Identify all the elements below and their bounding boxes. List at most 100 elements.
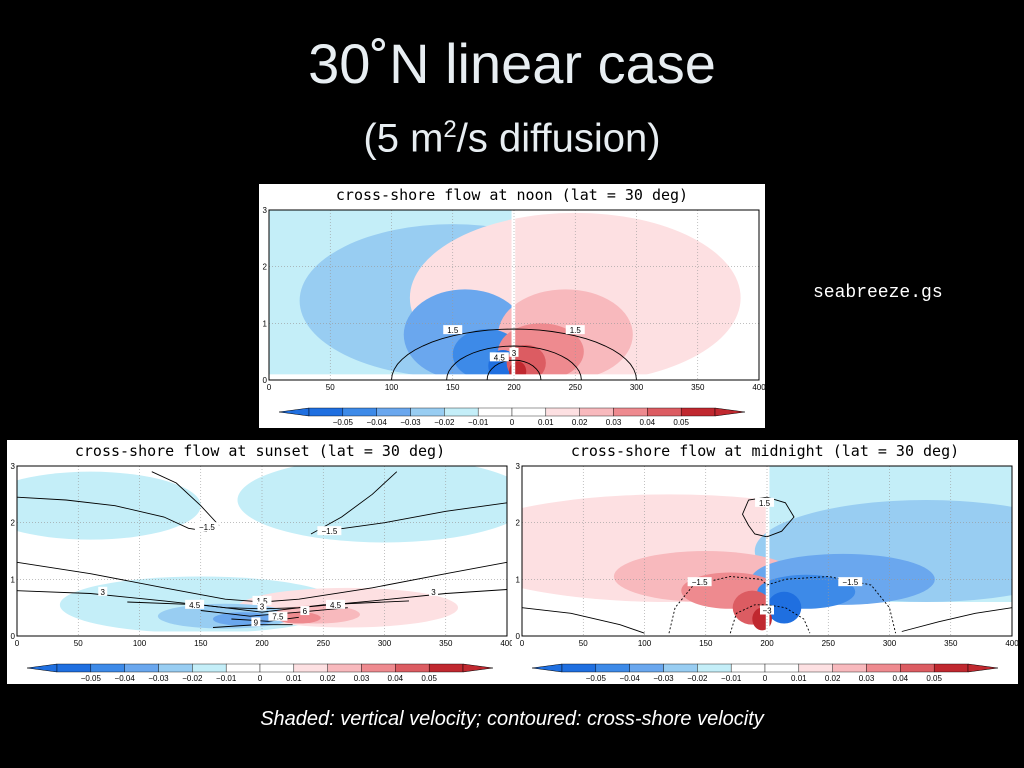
- x-tick-label: 100: [638, 639, 652, 648]
- contour-line: [323, 502, 507, 532]
- slide-subtitle: (5 m2/s diffusion): [0, 106, 1024, 162]
- colorbar-swatch: [410, 407, 445, 417]
- colorbar-label: −0.01: [721, 674, 742, 683]
- y-tick-label: 1: [11, 575, 16, 584]
- colorbar-arrow-right: [462, 663, 494, 673]
- contour-label: 3: [260, 603, 265, 612]
- shade-neg5: [767, 591, 802, 624]
- contour-label-bg: [194, 522, 219, 532]
- x-tick-label: 400: [500, 639, 513, 648]
- shade-neg1: [17, 471, 201, 540]
- colorbar-swatch: [545, 407, 580, 417]
- contour-label: −3: [762, 607, 772, 616]
- colorbar-swatch: [613, 407, 648, 417]
- colorbar-label: −0.01: [216, 674, 237, 683]
- colorbar-label: −0.05: [586, 674, 607, 683]
- contour-line: [151, 471, 220, 526]
- contour-label-bg: [565, 325, 585, 335]
- colorbar-swatch: [293, 663, 328, 673]
- plot-frame: [268, 209, 760, 381]
- x-tick-label: 200: [760, 639, 774, 648]
- colorbar-swatch: [798, 663, 833, 673]
- x-tick-label: 250: [822, 639, 836, 648]
- colorbar-swatch: [158, 663, 193, 673]
- contour-line: [391, 328, 637, 380]
- y-tick-label: 3: [516, 462, 521, 471]
- x-tick-label: 350: [691, 383, 705, 392]
- colorbar-swatch: [663, 663, 698, 673]
- colorbar-swatch: [730, 663, 766, 673]
- contour-label-bg: [755, 497, 775, 507]
- colorbar-label: 0.05: [926, 674, 942, 683]
- chart-title: cross-shore flow at noon (lat = 30 deg): [336, 186, 688, 204]
- y-tick-label: 3: [11, 462, 16, 471]
- colorbar-swatch: [395, 663, 430, 673]
- contour-line: [486, 359, 542, 380]
- plot-area: [522, 466, 1012, 636]
- colorbar-label: 0.05: [421, 674, 437, 683]
- colorbar-swatch: [444, 407, 479, 417]
- contour-label-bg: [443, 325, 463, 335]
- shade-neg3: [213, 612, 275, 626]
- contour-line: [522, 607, 645, 634]
- shade-zero: [765, 466, 770, 636]
- contour-label: −1.5: [199, 523, 215, 532]
- contour-label-bg: [252, 595, 272, 605]
- x-tick-label: 400: [752, 383, 765, 392]
- contour-line: [446, 345, 582, 380]
- subtitle-superscript: 2: [443, 116, 457, 143]
- colorbar-swatch: [477, 407, 513, 417]
- colorbar-label: 0.03: [606, 418, 622, 427]
- colorbar-swatch: [124, 663, 159, 673]
- subtitle-suffix: /s diffusion): [456, 116, 661, 161]
- colorbar-label: −0.05: [81, 674, 102, 683]
- colorbar-label: 0.04: [388, 674, 404, 683]
- y-tick-label: 0: [263, 376, 268, 385]
- colorbar-swatch: [90, 663, 125, 673]
- colorbar-swatch: [342, 407, 377, 417]
- chart-title: cross-shore flow at midnight (lat = 30 d…: [571, 442, 959, 460]
- shade-pos3: [276, 612, 321, 624]
- chart-title: cross-shore flow at sunset (lat = 30 deg…: [75, 442, 445, 460]
- colorbar-swatch: [832, 663, 867, 673]
- plot-area: [269, 210, 759, 380]
- contour-label-bg: [257, 601, 267, 611]
- contour-line: [310, 471, 398, 535]
- shade-zero: [17, 631, 507, 636]
- colorbar-label: −0.03: [148, 674, 169, 683]
- colorbar-arrow-left: [531, 663, 563, 673]
- colorbar-label: 0.02: [825, 674, 841, 683]
- colorbar-label: 0: [510, 418, 515, 427]
- y-tick-label: 2: [516, 519, 521, 528]
- contour-label: 4.5: [189, 601, 201, 610]
- colorbar-swatch: [680, 407, 716, 417]
- colorbar-swatch: [561, 663, 597, 673]
- colorbar-label: 0: [763, 674, 768, 683]
- script-label: seabreeze.gs: [813, 283, 943, 303]
- contour-label: −1.5: [842, 578, 858, 587]
- contour-label: 9: [254, 618, 259, 627]
- colorbar-swatch: [647, 407, 682, 417]
- noon-chart: cross-shore flow at noon (lat = 30 deg) 0…: [263, 186, 765, 427]
- contour-line: [729, 604, 811, 634]
- colorbar-label: 0.03: [859, 674, 875, 683]
- x-tick-label: 50: [326, 383, 335, 392]
- colorbar-label: 0.01: [791, 674, 807, 683]
- colorbar-label: −0.05: [333, 418, 354, 427]
- colorbar-label: −0.04: [620, 674, 641, 683]
- colorbar-swatch: [629, 663, 664, 673]
- colorbar-swatch: [308, 407, 344, 417]
- colorbar-swatch: [511, 407, 547, 417]
- colorbar-label: 0.04: [893, 674, 909, 683]
- colorbar-swatch: [428, 663, 464, 673]
- x-tick-label: 200: [507, 383, 521, 392]
- colorbar-label: −0.04: [367, 418, 388, 427]
- x-tick-label: 150: [699, 639, 713, 648]
- x-tick-label: 400: [1005, 639, 1018, 648]
- y-tick-label: 2: [11, 519, 16, 528]
- contour-label-bg: [326, 599, 345, 609]
- colorbar-swatch: [192, 663, 227, 673]
- contour-line: [17, 496, 207, 532]
- contour-line: [742, 496, 795, 538]
- y-tick-label: 0: [11, 632, 16, 641]
